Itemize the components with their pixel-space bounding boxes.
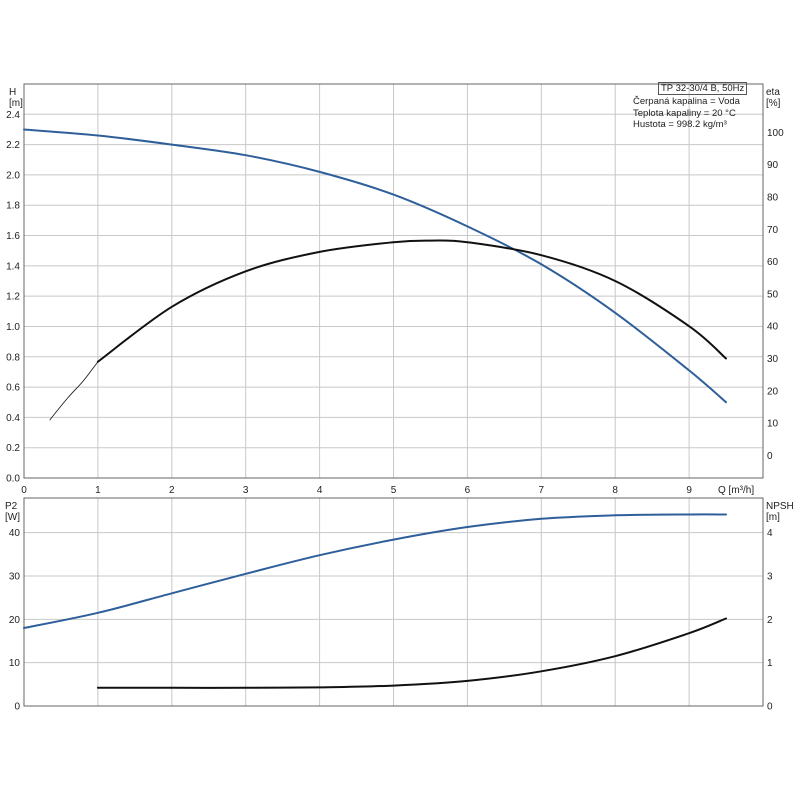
chart-legend: TP 32-30/4 B, 50Hz Čerpaná kapalina = Vo… [633, 82, 758, 131]
y-tick-label-eta: 60 [767, 257, 779, 268]
y-tick-label-eta: 90 [767, 160, 779, 171]
y-axis-title-power: [W] [5, 512, 20, 523]
y-tick-label-eta: 70 [767, 225, 779, 236]
y-tick-label-power: 40 [9, 528, 21, 539]
y-tick-label-head: 1.6 [6, 231, 20, 242]
y-tick-label-head: 0.8 [6, 352, 20, 363]
y-tick-label-eta: 100 [767, 128, 784, 139]
efficiency-curve [96, 239, 727, 363]
y-tick-label-power: 10 [9, 658, 21, 669]
pump-model-label: TP 32-30/4 B, 50Hz [658, 82, 748, 95]
y-tick-label-eta: 0 [767, 451, 773, 462]
series [23, 128, 727, 689]
axes [23, 83, 764, 707]
x-tick-label: 5 [391, 485, 397, 496]
y-axis-title-eta: [%] [766, 98, 781, 109]
y-axis-title-head: H [9, 87, 16, 98]
y-tick-label-head: 2.0 [6, 170, 20, 181]
bottom-panel-frame [23, 497, 764, 707]
y-tick-label-npsh: 3 [767, 572, 773, 583]
y-tick-label-power: 20 [9, 615, 21, 626]
y-tick-label-eta: 40 [767, 322, 779, 333]
y-tick-label-head: 0.6 [6, 383, 20, 394]
grid [24, 84, 763, 706]
y-tick-label-power: 0 [14, 702, 20, 713]
x-tick-label: 4 [317, 485, 323, 496]
y-tick-label-eta: 50 [767, 289, 779, 300]
y-tick-label-head: 1.8 [6, 201, 20, 212]
y-tick-label-npsh: 2 [767, 615, 773, 626]
liquid-label: Čerpaná kapalina = Voda [633, 96, 740, 107]
y-tick-label-power: 30 [9, 572, 21, 583]
y-tick-label-eta: 20 [767, 386, 779, 397]
x-tick-label: 6 [465, 485, 471, 496]
x-tick-label: 7 [539, 485, 545, 496]
y-tick-label-npsh: 4 [767, 528, 773, 539]
y-tick-label-eta: 10 [767, 419, 779, 430]
x-tick-label: 1 [95, 485, 101, 496]
y-tick-label-head: 1.2 [6, 292, 20, 303]
y-axis-title-power: P2 [5, 501, 18, 512]
y-tick-label-eta: 80 [767, 193, 779, 204]
x-tick-label: 0 [21, 485, 27, 496]
npsh-curve [96, 617, 727, 689]
y-axis-title-npsh: [m] [766, 512, 780, 523]
y-tick-label-npsh: 1 [767, 658, 773, 669]
x-tick-label: 8 [612, 485, 618, 496]
temperature-label: Teplota kapaliny = 20 °C [633, 107, 736, 119]
x-axis-title: Q [m³/h] [718, 485, 754, 496]
y-tick-label-eta: 30 [767, 354, 779, 365]
density-label: Hustota = 998.2 kg/m³ [633, 119, 727, 131]
y-axis-title-npsh: NPSH [766, 501, 794, 512]
y-tick-label-head: 2.2 [6, 140, 20, 151]
efficiency-curve-extension [49, 361, 99, 421]
power-curve [23, 513, 727, 629]
x-tick-label: 2 [169, 485, 175, 496]
tick-labels: H[m]eta[%]P2[W]NPSH[m]Q [m³/h]0 1 2 3 4 5 6 7 8 9… [5, 87, 794, 713]
y-tick-label-head: 0.4 [6, 413, 20, 424]
y-tick-label-head: 0.0 [6, 474, 20, 485]
y-axis-title-head: [m] [9, 98, 23, 109]
y-axis-title-eta: eta [766, 87, 780, 98]
y-tick-label-head: 1.4 [6, 261, 20, 272]
x-tick-label: 9 [686, 485, 692, 496]
x-tick-label: 3 [243, 485, 249, 496]
y-tick-label-head: 0.2 [6, 443, 20, 454]
head-curve [23, 128, 727, 404]
top-panel-frame [23, 83, 764, 479]
y-tick-label-head: 2.4 [6, 110, 20, 121]
y-tick-label-npsh: 0 [767, 702, 773, 713]
y-tick-label-head: 1.0 [6, 322, 20, 333]
